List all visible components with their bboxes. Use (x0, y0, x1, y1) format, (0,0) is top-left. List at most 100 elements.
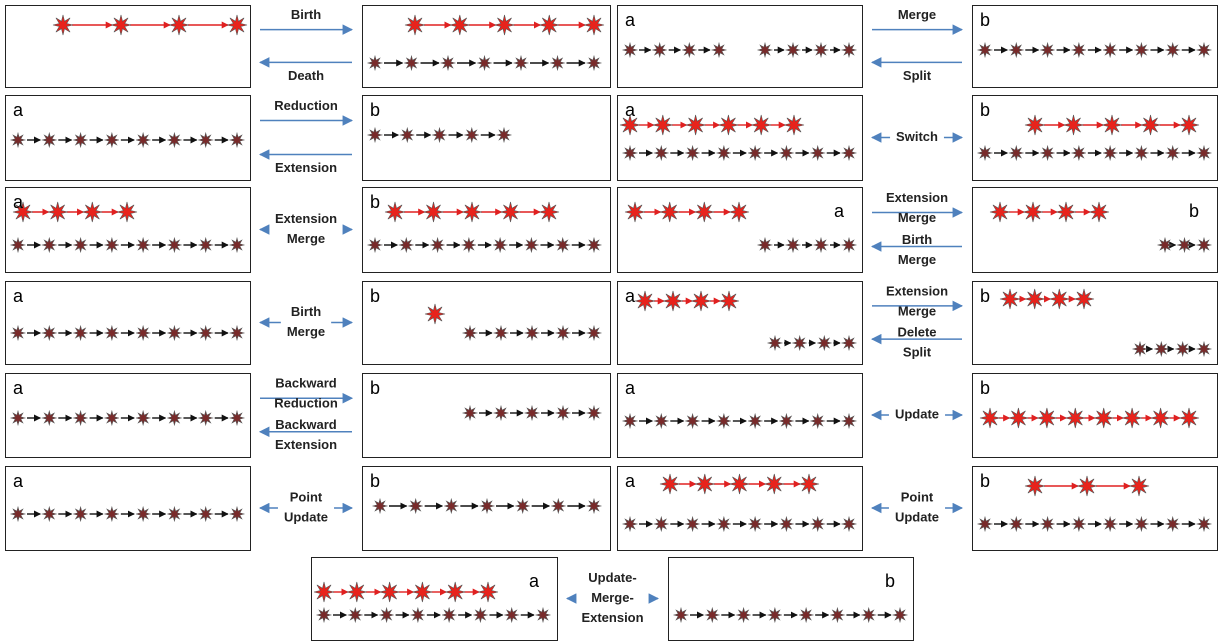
operation-label: Reduction (274, 98, 338, 113)
operation-label: Update (284, 509, 328, 524)
node-icon (409, 499, 423, 513)
node-icon (717, 414, 731, 428)
node-icon (199, 507, 213, 521)
node-icon (74, 133, 88, 147)
panel-label: a (625, 378, 636, 398)
node-icon (980, 408, 1000, 428)
node-icon (1074, 289, 1094, 309)
node-icon (136, 326, 150, 340)
operation-label: Split (903, 68, 932, 83)
node-icon (691, 291, 711, 311)
node-icon (764, 474, 784, 494)
node-icon (525, 406, 539, 420)
node-icon (587, 406, 601, 420)
panel (973, 374, 1218, 458)
node-icon (978, 517, 992, 531)
panel (618, 374, 863, 458)
panel-label: b (370, 286, 380, 306)
node-icon (978, 146, 992, 160)
node-icon (1089, 202, 1109, 222)
operation-label: Extension (275, 211, 337, 226)
node-icon (1008, 408, 1028, 428)
node-icon (167, 411, 181, 425)
panel-label: a (13, 286, 24, 306)
node-icon (1065, 408, 1085, 428)
operation-label: Birth (291, 304, 321, 319)
node-icon (1179, 408, 1199, 428)
node-icon (811, 414, 825, 428)
node-icon (779, 414, 793, 428)
node-icon (230, 326, 244, 340)
node-icon (784, 115, 804, 135)
node-icon (348, 608, 362, 622)
operation-label: Merge (898, 7, 936, 22)
node-icon (842, 146, 856, 160)
node-icon (1041, 517, 1055, 531)
node-icon (167, 238, 181, 252)
panel-label: b (370, 378, 380, 398)
operation-label: Update (895, 406, 939, 421)
node-icon (167, 326, 181, 340)
node-icon (717, 517, 731, 531)
node-icon (737, 608, 751, 622)
operation-label: Extension (581, 610, 643, 625)
panel (363, 188, 611, 273)
node-icon (1009, 43, 1023, 57)
node-icon (42, 133, 56, 147)
node-icon (11, 507, 25, 521)
node-icon (516, 499, 530, 513)
node-icon (786, 43, 800, 57)
node-icon (660, 474, 680, 494)
node-icon (758, 238, 772, 252)
node-icon (380, 582, 400, 602)
node-icon (1197, 342, 1211, 356)
operation-label: Backward (275, 376, 336, 391)
operation-label: Birth (902, 232, 932, 247)
panel-label: a (13, 100, 24, 120)
node-icon (1072, 146, 1086, 160)
node-icon (587, 499, 601, 513)
node-icon (768, 336, 782, 350)
node-icon (199, 411, 213, 425)
node-icon (368, 56, 382, 70)
node-icon (230, 411, 244, 425)
node-icon (1025, 289, 1045, 309)
node-icon (1056, 202, 1076, 222)
node-icon (1103, 146, 1117, 160)
node-icon (74, 507, 88, 521)
node-icon (167, 507, 181, 521)
node-icon (405, 56, 419, 70)
node-icon (768, 608, 782, 622)
panel-label: b (370, 100, 380, 120)
node-icon (497, 128, 511, 142)
node-icon (1041, 43, 1055, 57)
node-icon (136, 507, 150, 521)
node-icon (793, 336, 807, 350)
operation-label: Point (290, 489, 323, 504)
node-icon (653, 115, 673, 135)
operation-label: Extension (275, 437, 337, 452)
node-icon (463, 326, 477, 340)
node-icon (556, 238, 570, 252)
node-icon (1166, 43, 1180, 57)
panel (363, 374, 611, 458)
panel-label: a (13, 192, 24, 212)
node-icon (623, 517, 637, 531)
node-icon (1103, 43, 1117, 57)
node-icon (830, 608, 844, 622)
node-icon (635, 291, 655, 311)
panel-label: b (980, 100, 990, 120)
diagram: BirthDeathabMergeSplitabReductionExtensi… (0, 0, 1220, 643)
node-icon (169, 15, 189, 35)
node-icon (505, 608, 519, 622)
node-icon (623, 43, 637, 57)
node-icon (539, 15, 559, 35)
node-icon (799, 608, 813, 622)
operation-label: Merge (898, 252, 936, 267)
node-icon (501, 202, 521, 222)
panel (973, 6, 1218, 88)
node-icon (105, 326, 119, 340)
panel-label: a (13, 378, 24, 398)
panel (6, 374, 251, 458)
operation-label: Merge- (591, 590, 634, 605)
